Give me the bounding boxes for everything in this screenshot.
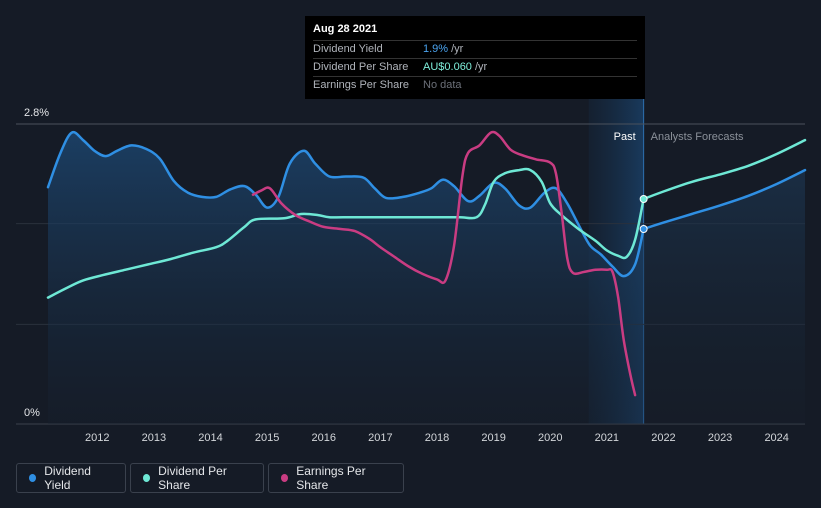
x-tick-label: 2017 [368,432,392,444]
tooltip-value: AU$0.060 [423,61,472,73]
legend-dot-icon [143,474,151,482]
x-tick-label: 2021 [595,432,619,444]
legend-label: Dividend Per Share [158,464,227,492]
tooltip-value: 1.9% [423,43,449,55]
dividend-yield-line [46,130,645,278]
tooltip-unit: /yr [474,61,488,73]
tooltip: Aug 28 2021 Dividend Yield 1.9% /yr Divi… [305,16,645,99]
x-tick-label: 2023 [708,432,732,444]
x-tick-label: 2019 [481,432,505,444]
legend-dividend-per-share[interactable]: Dividend Per Share [130,463,264,493]
x-tick-label: 2020 [538,432,562,444]
tooltip-row-dividend-per-share: Dividend Per Share AU$0.060 /yr [313,59,637,77]
x-tick-label: 2015 [255,432,279,444]
legend-dot-icon [281,474,289,482]
legend-dot-icon [29,474,37,482]
x-tick-label: 2016 [311,432,335,444]
dividend-per-share-line [46,167,645,299]
x-tick-label: 2012 [85,432,109,444]
past-label: Past [614,131,636,143]
tooltip-value: No data [423,79,462,91]
y-axis-label-bottom: 0% [24,407,40,419]
x-tick-label: 2014 [198,432,222,444]
dividend-yield-area-past [48,132,644,424]
tooltip-label: Earnings Per Share [313,79,409,91]
tooltip-date: Aug 28 2021 [313,16,637,41]
analysts-forecasts-label: Analysts Forecasts [651,131,744,143]
tooltip-row-earnings-per-share: Earnings Per Share No data [313,77,637,94]
legend-dividend-yield[interactable]: Dividend Yield [16,463,126,493]
legend-label: Dividend Yield [44,464,91,492]
tooltip-label: Dividend Per Share [313,61,409,73]
x-tick-label: 2024 [764,432,788,444]
tooltip-label: Dividend Yield [313,43,383,55]
dividend-per-share-current-point [639,195,648,203]
dividend-per-share-forecast-line [642,138,807,201]
dividend-yield-area-forecast [643,170,805,424]
tooltip-unit: /yr [451,43,464,55]
earnings-per-share-line [251,130,637,397]
dividend-yield-forecast-line [642,168,807,231]
tooltip-row-dividend-yield: Dividend Yield 1.9% /yr [313,41,637,59]
y-axis-label-top: 2.8% [24,107,49,119]
legend-earnings-per-share[interactable]: Earnings Per Share [268,463,404,493]
x-tick-label: 2013 [142,432,166,444]
legend-label: Earnings Per Share [296,464,366,492]
x-tick-label: 2022 [651,432,675,444]
x-tick-label: 2018 [425,432,449,444]
dividend-yield-current-point [639,225,648,233]
